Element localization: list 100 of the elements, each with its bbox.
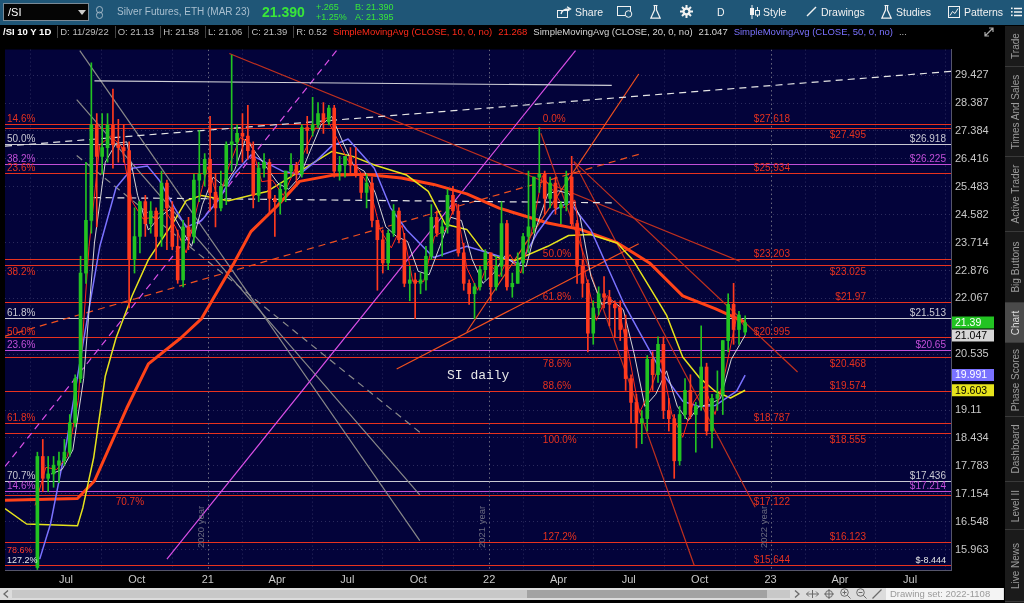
text: Drawings <box>821 6 865 18</box>
x-tick-label: Oct <box>128 572 146 585</box>
x-tick-label: Jul <box>58 572 73 585</box>
text: C: 21.39 <box>248 26 288 38</box>
annotation: 23.6% <box>7 339 36 350</box>
ref-line-label: $23.203 <box>753 248 791 259</box>
annotation: 70.7% <box>115 495 145 507</box>
x-tick-label: Apr <box>550 572 568 585</box>
text: H: 21.58 <box>160 26 200 38</box>
text: 21.390 <box>262 4 305 20</box>
annotation: 14.6% <box>7 113 36 124</box>
ref-line-label: $21.513 <box>909 307 947 318</box>
text: Dashboard <box>1009 424 1020 474</box>
ref-line-label: $15.644 <box>753 554 791 565</box>
y-tick-label: 19.11 <box>955 403 982 416</box>
annotation: 61.8% <box>542 291 572 302</box>
text: SimpleMovingAvg (CLOSE, 10, 0, no) <box>332 26 493 38</box>
annotation: 78.6% <box>542 357 572 369</box>
y-tick-label: 20.535 <box>955 347 989 360</box>
y-tick-label: 29.427 <box>955 68 989 81</box>
text: Live News <box>1009 542 1020 589</box>
annotation: 50.0% <box>542 248 572 259</box>
text: 21.047 <box>698 26 728 38</box>
x-tick-label: Oct <box>409 572 427 585</box>
annotation: 61.8% <box>7 412 36 423</box>
ref-line-label: $20.65 <box>915 339 947 350</box>
ref-line-label: 2022 year <box>757 505 769 548</box>
text: A: 21.395 <box>355 12 394 22</box>
text: Share <box>575 6 604 18</box>
annotation: 50.0% <box>7 326 36 337</box>
annotation: 78.6% <box>7 545 33 555</box>
text: Trade <box>1009 33 1020 59</box>
ref-line-label: $23.025 <box>829 265 867 277</box>
text: ... <box>898 26 907 38</box>
ref-line-label: $18.787 <box>753 412 791 423</box>
ref-line-label: $16.123 <box>829 531 867 542</box>
text: Big Buttons <box>1009 241 1020 293</box>
ref-line-label: $21.97 <box>835 291 867 302</box>
annotation: 61.8% <box>7 307 36 318</box>
ref-line-label: 2020 year <box>194 505 206 548</box>
text: +1.25% <box>316 12 347 22</box>
y-tick-label: 17.783 <box>955 458 989 471</box>
text: Active Trader <box>1009 164 1020 224</box>
y-tick-label: 23.714 <box>955 235 989 248</box>
text: Times And Sales <box>1009 74 1020 149</box>
text: Patterns <box>964 6 1004 18</box>
text: Style <box>763 6 787 18</box>
annotation: 70.7% <box>7 470 36 481</box>
text: 21.047 <box>955 328 988 341</box>
chart-subtitle: Silver Futures, ETH (MAR 23) <box>117 6 250 18</box>
y-tick-label: 25.483 <box>955 179 989 192</box>
ref-line-label: $20.995 <box>753 326 791 337</box>
y-tick-label: 24.582 <box>955 207 989 220</box>
annotation: 127.2% <box>542 531 577 542</box>
y-tick-label: 15.963 <box>955 542 989 555</box>
text: R: 0.52 <box>293 26 327 38</box>
x-tick-label: 21 <box>201 572 214 585</box>
text: B: 21.390 <box>355 2 394 12</box>
x-tick-label: Jul <box>340 572 355 585</box>
ref-line-label: $20.468 <box>829 357 867 369</box>
annotation: 0.0% <box>542 113 566 124</box>
text: O: 21.13 <box>114 26 155 38</box>
text: 19.991 <box>955 368 988 381</box>
annotation: 38.2% <box>7 265 36 277</box>
annotation: SI daily <box>447 368 510 383</box>
x-tick-label: 22 <box>483 572 496 585</box>
text: Level II <box>1009 489 1020 522</box>
y-tick-label: 28.387 <box>955 96 989 109</box>
x-tick-label: 23 <box>764 572 777 585</box>
ref-line-label: $26.918 <box>909 133 947 144</box>
text: +.265 <box>316 2 339 12</box>
ref-line-label: 2021 year <box>475 505 487 548</box>
ref-line-label: $17.214 <box>909 480 947 491</box>
ref-line-label: $27.618 <box>753 113 791 124</box>
chart-title: /SI <box>8 6 22 19</box>
y-tick-label: 17.154 <box>955 486 989 499</box>
y-tick-label: 22.876 <box>955 263 989 276</box>
annotation: 88.6% <box>542 380 572 391</box>
text: 21.39 <box>955 315 982 328</box>
annotation: 23.6% <box>7 162 36 173</box>
ref-line-label: $26.225 <box>909 153 947 164</box>
text: Chart <box>1009 310 1020 335</box>
ref-line-label: $27.495 <box>829 128 867 140</box>
annotation: 50.0% <box>7 133 36 144</box>
y-tick-label: 18.434 <box>955 431 989 444</box>
text: 21.268 <box>498 26 528 38</box>
text: D <box>717 6 725 18</box>
ref-line-label: $19.574 <box>829 380 867 391</box>
annotation: 14.6% <box>7 480 36 491</box>
text: L: 21.06 <box>205 26 243 38</box>
text: Phase Scores <box>1009 348 1020 411</box>
x-tick-label: Jul <box>903 572 918 585</box>
y-tick-label: 16.548 <box>955 514 989 527</box>
text: 19.603 <box>955 383 988 396</box>
y-tick-label: 27.384 <box>955 123 989 136</box>
y-tick-label: 22.067 <box>955 291 989 304</box>
x-tick-label: Apr <box>268 572 287 585</box>
text: Studies <box>896 6 932 18</box>
text: SimpleMovingAvg (CLOSE, 50, 0, no) <box>733 26 893 38</box>
x-tick-label: Apr <box>831 572 849 585</box>
